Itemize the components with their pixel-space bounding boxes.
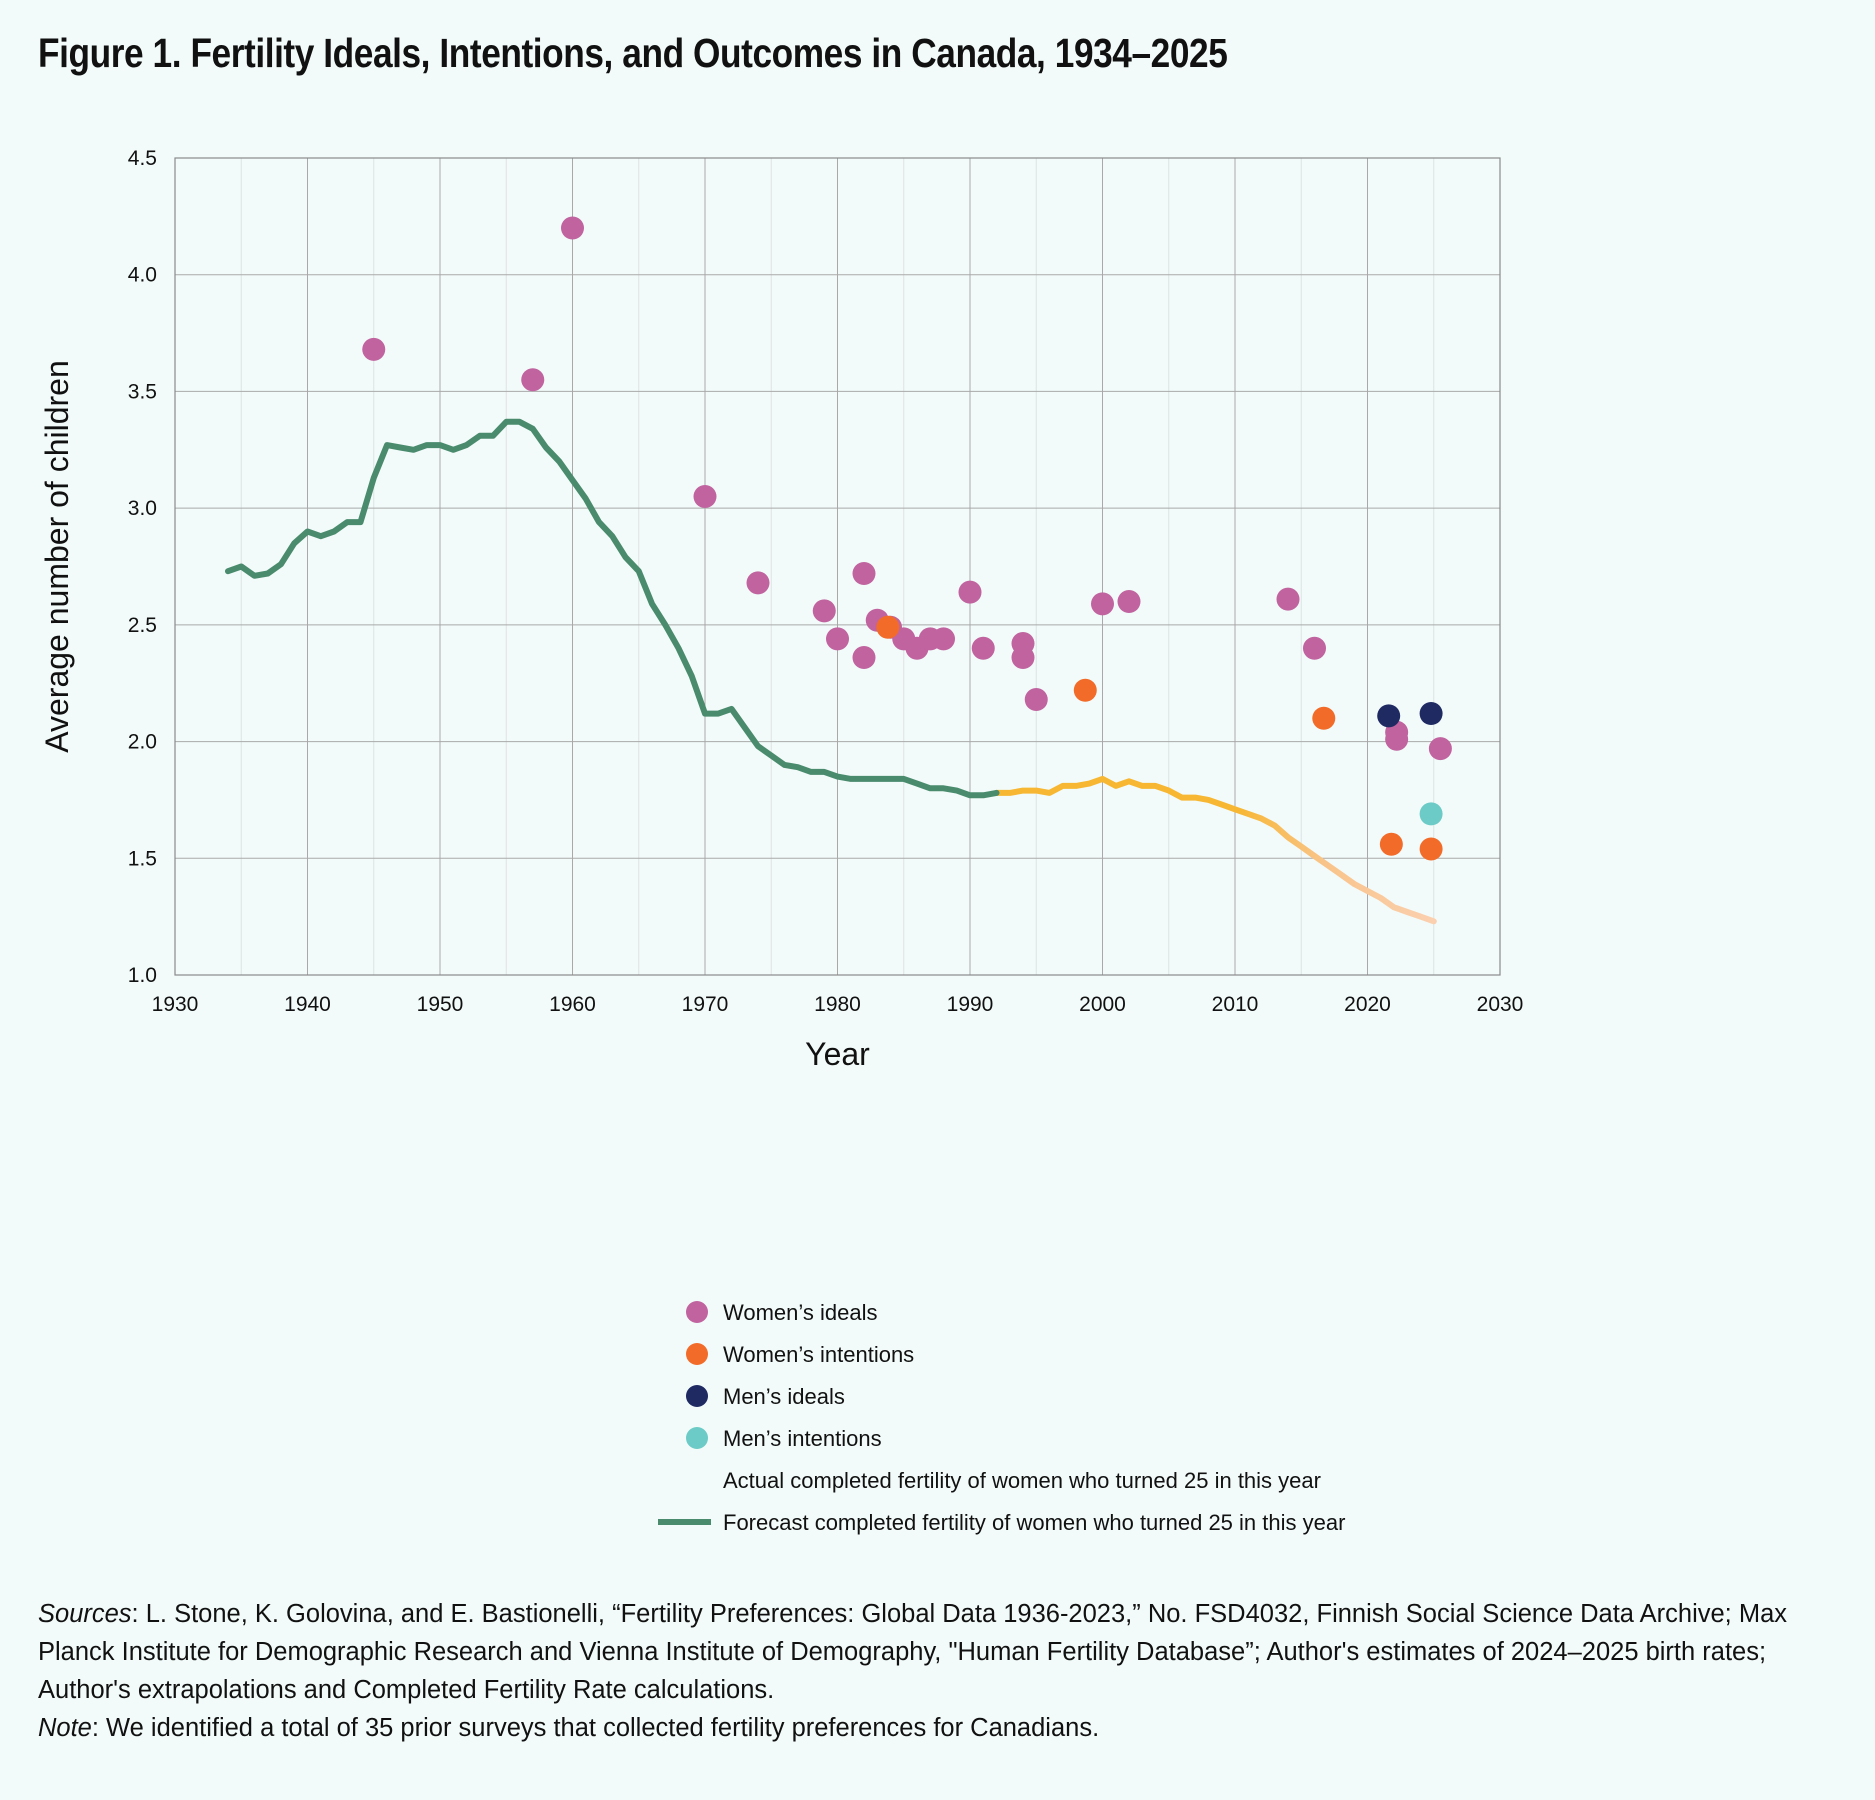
womens-ideals-point	[958, 580, 982, 604]
womens-intentions-point	[876, 615, 900, 639]
womens-ideals-point	[852, 646, 876, 670]
note-paragraph: Note: We identified a total of 35 prior …	[38, 1709, 1838, 1747]
x-axis-title: Year	[805, 1036, 870, 1072]
mens-ideals-point	[1419, 702, 1443, 726]
fertility-chart: 1930 1940 1950 1960 1970 1980 1990 2000 2010 2020…	[39, 147, 1524, 1535]
x-tick-label: 1960	[549, 993, 596, 1016]
y-tick-label: 3.5	[128, 380, 157, 403]
y-tick-label: 1.0	[128, 964, 157, 987]
mens-ideals-point	[1377, 704, 1401, 728]
womens-ideals-point	[971, 636, 995, 660]
x-axis-ticks: 1930 1940 1950 1960 1970 1980 1990 2000 2010 2020…	[152, 993, 1524, 1016]
mens-intentions-point	[1419, 802, 1443, 826]
womens-ideals-point	[746, 571, 770, 595]
legend-label-forecast: Forecast completed fertility of women wh…	[723, 1510, 1345, 1535]
womens-ideals-point	[1385, 727, 1409, 751]
legend-marker-womens-intentions	[686, 1343, 708, 1365]
x-tick-label: 1980	[814, 993, 861, 1016]
womens-ideals-point	[521, 368, 545, 392]
womens-ideals-point	[932, 627, 955, 651]
womens-ideals-point	[1011, 646, 1035, 670]
womens-ideals-point	[852, 562, 876, 586]
y-tick-label: 2.0	[128, 731, 157, 754]
womens-ideals-point	[1091, 592, 1114, 616]
legend-marker-mens-ideals	[686, 1385, 708, 1407]
legend-label-mens-intentions: Men’s intentions	[723, 1426, 882, 1451]
x-tick-label: 2020	[1344, 993, 1391, 1016]
womens-ideals-point	[1276, 587, 1300, 611]
legend-label-womens-ideals: Women’s ideals	[723, 1300, 877, 1325]
legend-label-womens-intentions: Women’s intentions	[723, 1342, 914, 1367]
legend-marker-womens-ideals	[686, 1301, 708, 1323]
womens-intentions-point	[1073, 678, 1097, 702]
y-tick-label: 3.0	[128, 497, 157, 520]
y-axis-ticks: 1.0 1.5 2.0 2.5 3.0 3.5 4.0 4.5	[128, 147, 157, 987]
sources-label: Sources	[38, 1600, 132, 1628]
sources-paragraph: Sources: L. Stone, K. Golovina, and E. B…	[38, 1595, 1838, 1709]
x-tick-label: 1970	[682, 993, 729, 1016]
x-tick-label: 2030	[1477, 993, 1524, 1016]
x-tick-label: 1940	[284, 993, 331, 1016]
womens-ideals-point	[693, 484, 717, 508]
womens-intentions-point	[1379, 832, 1403, 856]
x-tick-label: 1950	[417, 993, 464, 1016]
legend-label-actual: Actual completed fertility of women who …	[723, 1468, 1321, 1493]
x-tick-label: 1990	[947, 993, 994, 1016]
y-tick-label: 4.5	[128, 147, 157, 170]
chart-notes: Sources: L. Stone, K. Golovina, and E. B…	[38, 1595, 1838, 1747]
chart-title: Figure 1. Fertility Ideals, Intentions, …	[38, 30, 1228, 76]
legend: Women’s ideals Women’s intentions Men’s id…	[658, 1300, 1345, 1535]
forecast-fertility-line	[225, 418, 1000, 799]
note-text: : We identified a total of 35 prior surv…	[91, 1714, 1100, 1742]
womens-ideals-point	[1428, 737, 1452, 761]
womens-ideals-point	[362, 337, 386, 361]
y-tick-label: 1.5	[128, 847, 157, 870]
womens-intentions-point	[1419, 837, 1443, 861]
womens-intentions-point	[1312, 706, 1336, 730]
womens-ideals-point	[1117, 590, 1141, 614]
sources-text: : L. Stone, K. Golovina, and E. Bastione…	[38, 1600, 1788, 1704]
y-tick-label: 2.5	[128, 614, 157, 637]
womens-ideals-point	[1024, 688, 1048, 712]
womens-ideals-point	[826, 627, 849, 651]
scatter-series	[362, 216, 1452, 861]
legend-marker-mens-intentions	[686, 1427, 708, 1449]
line-series	[225, 418, 1437, 925]
y-tick-label: 4.0	[128, 264, 157, 287]
womens-ideals-point	[812, 599, 836, 623]
x-tick-label: 2010	[1212, 993, 1259, 1016]
plot-frame	[174, 157, 1501, 976]
x-tick-label: 1930	[152, 993, 199, 1016]
y-axis-title: Average number of children	[39, 360, 75, 753]
actual-fertility-line	[993, 775, 1437, 925]
legend-label-mens-ideals: Men’s ideals	[723, 1384, 845, 1409]
womens-ideals-point	[1303, 636, 1326, 660]
x-tick-label: 2000	[1079, 993, 1126, 1016]
note-label: Note	[38, 1714, 92, 1742]
womens-ideals-point	[561, 216, 584, 240]
